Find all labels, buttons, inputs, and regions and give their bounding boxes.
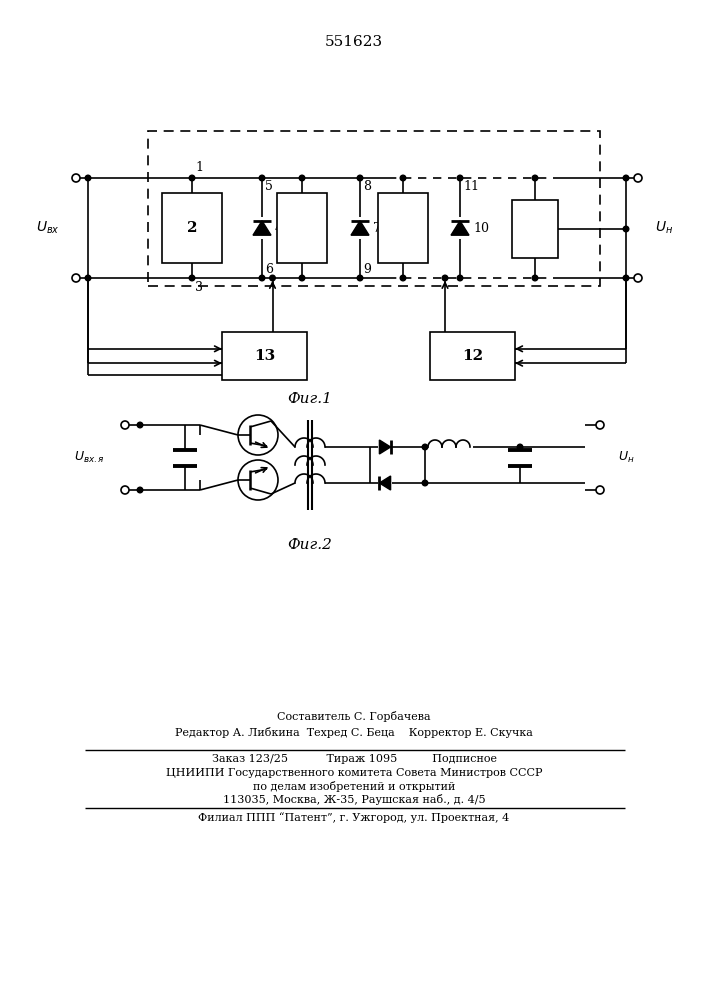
Text: 13: 13 (254, 349, 275, 363)
Circle shape (357, 175, 363, 181)
Circle shape (518, 444, 522, 450)
Text: Фиг.1: Фиг.1 (288, 392, 332, 406)
Circle shape (400, 175, 406, 181)
Circle shape (137, 487, 143, 493)
Text: 8: 8 (363, 180, 371, 193)
Bar (430, 332, 515, 380)
Bar (148, 131, 600, 286)
Text: $U_{н}$: $U_{н}$ (655, 220, 673, 236)
Text: 4: 4 (275, 222, 283, 234)
Circle shape (259, 175, 265, 181)
Bar (277, 193, 327, 263)
Text: 1: 1 (195, 161, 203, 174)
Text: Составитель С. Горбачева: Составитель С. Горбачева (277, 711, 431, 722)
Polygon shape (351, 221, 369, 235)
Circle shape (189, 275, 195, 281)
Text: 7: 7 (373, 222, 381, 234)
Text: 551623: 551623 (325, 35, 383, 49)
Circle shape (623, 226, 629, 232)
Text: Редактор А. Либкина  Техред С. Беца    Корректор Е. Скучка: Редактор А. Либкина Техред С. Беца Корре… (175, 727, 533, 738)
Bar (512, 200, 558, 258)
Text: 5: 5 (265, 180, 273, 193)
Bar (222, 332, 307, 380)
Text: 2: 2 (187, 221, 197, 235)
Circle shape (86, 275, 90, 281)
Circle shape (299, 275, 305, 281)
Circle shape (532, 275, 538, 281)
Circle shape (422, 480, 428, 486)
Circle shape (623, 175, 629, 181)
Circle shape (400, 275, 406, 281)
Circle shape (299, 175, 305, 181)
Text: $U_{н}$: $U_{н}$ (618, 450, 635, 465)
Circle shape (442, 275, 448, 281)
Polygon shape (380, 440, 390, 454)
Text: $U_{вх.я}$: $U_{вх.я}$ (74, 450, 105, 465)
Circle shape (532, 175, 538, 181)
Circle shape (422, 444, 428, 450)
Text: 10: 10 (473, 222, 489, 234)
Polygon shape (451, 221, 469, 235)
Circle shape (137, 422, 143, 428)
Text: Филиал ППП “Патент”, г. Ужгород, ул. Проектная, 4: Филиал ППП “Патент”, г. Ужгород, ул. Про… (199, 812, 510, 823)
Text: Заказ 123/25           Тираж 1095          Подписное: Заказ 123/25 Тираж 1095 Подписное (211, 754, 496, 764)
Circle shape (457, 175, 463, 181)
Circle shape (269, 275, 275, 281)
Circle shape (86, 175, 90, 181)
Text: 11: 11 (463, 180, 479, 193)
Text: 12: 12 (462, 349, 483, 363)
Circle shape (189, 175, 195, 181)
Circle shape (357, 275, 363, 281)
Text: $U_{вх}$: $U_{вх}$ (36, 220, 60, 236)
Bar (162, 193, 222, 263)
Text: Фиг.2: Фиг.2 (288, 538, 332, 552)
Text: ЦНИИПИ Государственного комитета Совета Министров СССР: ЦНИИПИ Государственного комитета Совета … (165, 768, 542, 778)
Polygon shape (380, 476, 390, 490)
Text: 6: 6 (265, 263, 273, 276)
Bar (378, 193, 428, 263)
Text: 9: 9 (363, 263, 371, 276)
Text: 113035, Москва, Ж-35, Раушская наб., д. 4/5: 113035, Москва, Ж-35, Раушская наб., д. … (223, 794, 485, 805)
Circle shape (259, 275, 265, 281)
Polygon shape (253, 221, 271, 235)
Text: по делам изобретений и открытий: по делам изобретений и открытий (253, 781, 455, 792)
Circle shape (623, 275, 629, 281)
Text: 3: 3 (195, 281, 203, 294)
Circle shape (457, 275, 463, 281)
